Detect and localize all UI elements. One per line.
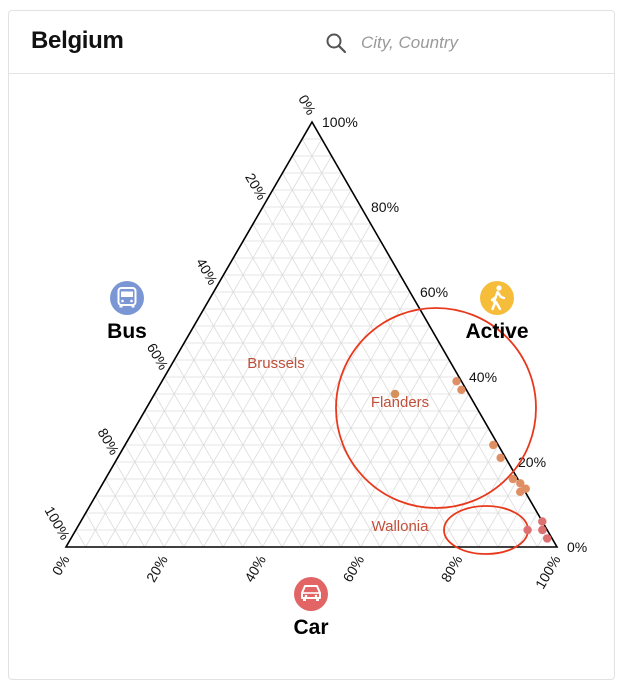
data-points: [390, 377, 552, 543]
point-flanders[interactable]: [457, 385, 466, 394]
grid-line: [360, 376, 460, 548]
active-tick-label: 60%: [420, 284, 448, 300]
grid-line: [281, 308, 421, 548]
point-flanders[interactable]: [489, 440, 498, 450]
bus-icon: [117, 287, 137, 308]
grid-line: [419, 427, 489, 548]
region-labels: Brussels Flanders Wallonia: [247, 355, 429, 535]
point-brussels[interactable]: [390, 389, 400, 399]
search-input[interactable]: [361, 33, 511, 53]
grid-line: [124, 444, 185, 548]
bus-tick-label: 60%: [144, 340, 172, 372]
grid-line: [203, 308, 342, 548]
search-icon[interactable]: [325, 32, 347, 54]
region-label-wallonia: Wallonia: [372, 518, 430, 535]
grid-line: [183, 342, 303, 548]
card-header: Belgium: [9, 11, 614, 74]
active-tick-label: 20%: [518, 454, 546, 470]
grid-line: [183, 223, 372, 548]
bus-tick-label: 80%: [95, 425, 123, 457]
grid-line: [438, 444, 499, 548]
bus-axis-label: Bus: [107, 320, 147, 343]
car-icon: [301, 585, 321, 601]
grid-line: [340, 359, 450, 548]
grid-line: [144, 189, 352, 548]
grid-line: [223, 274, 381, 548]
bus-vertex: Bus: [107, 281, 147, 343]
grid-line: [301, 325, 430, 548]
grid-line: [458, 461, 509, 548]
point-wallonia[interactable]: [538, 517, 547, 526]
car-tick-label: 60%: [339, 553, 367, 585]
grid-line: [497, 495, 528, 548]
point-flanders[interactable]: [496, 453, 505, 462]
active-tick-label: 80%: [371, 199, 399, 215]
grid-line: [320, 342, 440, 548]
region-circles: [335, 307, 537, 555]
grid-line: [379, 393, 470, 548]
point-wallonia[interactable]: [523, 525, 532, 535]
region-label-flanders: Flanders: [371, 394, 429, 411]
point-wallonia[interactable]: [543, 534, 552, 543]
search-box[interactable]: [325, 29, 525, 57]
grid-line: [478, 478, 519, 548]
page-title: Belgium: [31, 27, 124, 54]
grid-line: [173, 359, 283, 548]
triangle-frame: [64, 120, 559, 548]
grid-line: [537, 529, 548, 548]
car-vertex: Car: [293, 577, 329, 639]
grid-line: [85, 512, 106, 548]
grid-line: [291, 155, 519, 548]
point-flanders[interactable]: [452, 377, 461, 386]
active-tick-label: 0%: [567, 539, 587, 555]
grid-line: [272, 189, 479, 548]
car-axis-label: Car: [293, 616, 328, 639]
flanders-circle: [335, 307, 537, 509]
grid-line: [252, 223, 440, 548]
grid-line: [144, 410, 224, 548]
grid-line: [114, 461, 165, 548]
grid-line: [213, 291, 361, 548]
grid-line: [193, 325, 322, 548]
active-vertex: Active: [465, 281, 529, 343]
car-tick-label: 0%: [49, 553, 73, 579]
grid-line: [134, 427, 204, 548]
point-flanders[interactable]: [508, 474, 518, 484]
region-label-brussels: Brussels: [247, 355, 305, 372]
active-axis-label: Active: [465, 320, 528, 343]
bus-tick-label: 20%: [242, 170, 270, 202]
grid: [75, 138, 548, 548]
point-flanders[interactable]: [521, 484, 530, 493]
grid-line: [105, 478, 145, 548]
grid-line: [75, 529, 86, 548]
grid-line: [104, 155, 332, 548]
grid-line: [222, 257, 391, 548]
active-tick-label: 100%: [322, 114, 358, 130]
point-wallonia[interactable]: [538, 525, 547, 535]
car-tick-label: 20%: [143, 553, 171, 585]
active-icon-circle: [480, 281, 514, 315]
bus-tick-label: 40%: [193, 255, 221, 287]
bus-icon-circle: [110, 281, 144, 315]
grid-line: [232, 257, 401, 548]
car-tick-label: 80%: [438, 553, 466, 585]
point-flanders[interactable]: [516, 479, 525, 488]
bus-tick-label: 0%: [295, 92, 319, 118]
grid-line: [154, 393, 244, 548]
grid-line: [95, 495, 126, 548]
grid-line: [164, 376, 263, 548]
car-tick-label: 100%: [532, 553, 564, 592]
grid-line: [242, 274, 401, 548]
bus-tick-label: 100%: [41, 503, 73, 542]
walking-person-icon: [490, 285, 506, 311]
car-icon-circle: [294, 577, 328, 611]
active-tick-label: 40%: [469, 369, 497, 385]
grid-line: [399, 410, 479, 548]
car-tick-label: 40%: [241, 553, 269, 585]
